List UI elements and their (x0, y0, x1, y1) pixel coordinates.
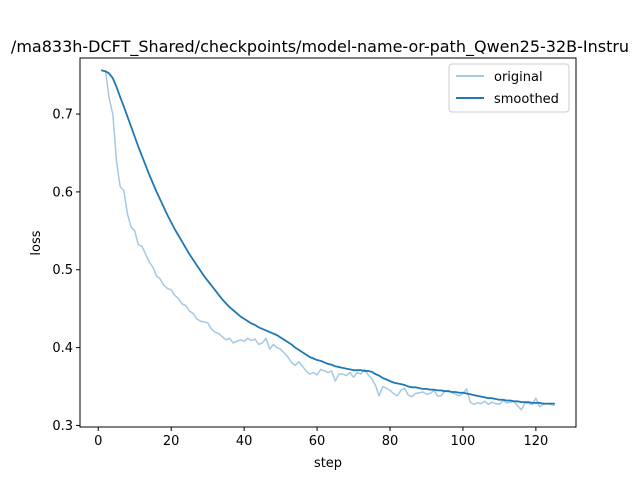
legend-label-original: original (494, 70, 543, 85)
x-tick-label: 100 (451, 434, 476, 449)
legend-label-smoothed: smoothed (494, 92, 559, 107)
x-tick-label: 40 (236, 434, 253, 449)
x-tick-label: 20 (163, 434, 180, 449)
series-line-original (101, 69, 555, 411)
x-tick-label: 0 (94, 434, 102, 449)
y-axis-label: loss (29, 230, 44, 255)
x-tick-label: 80 (382, 434, 399, 449)
y-axis-ticks: 0.3 0.4 0.5 0.6 0.7 (52, 108, 80, 434)
legend: original smoothed (448, 63, 570, 113)
x-tick-label: 120 (523, 434, 548, 449)
plot-frame (79, 57, 577, 428)
y-tick-label: 0.4 (52, 341, 73, 356)
chart-title: /ma833h-DCFT_Shared/checkpoints/model-na… (11, 37, 629, 57)
y-tick-label: 0.7 (52, 108, 73, 123)
x-axis-ticks: 0 20 40 60 80 100 120 (94, 427, 548, 449)
y-tick-label: 0.5 (52, 263, 73, 278)
y-tick-label: 0.3 (52, 419, 73, 434)
series-layer (100, 69, 556, 411)
series-line-smoothed (100, 69, 556, 405)
x-axis-label: step (314, 456, 342, 471)
x-tick-label: 60 (309, 434, 326, 449)
y-tick-label: 0.6 (52, 185, 73, 200)
